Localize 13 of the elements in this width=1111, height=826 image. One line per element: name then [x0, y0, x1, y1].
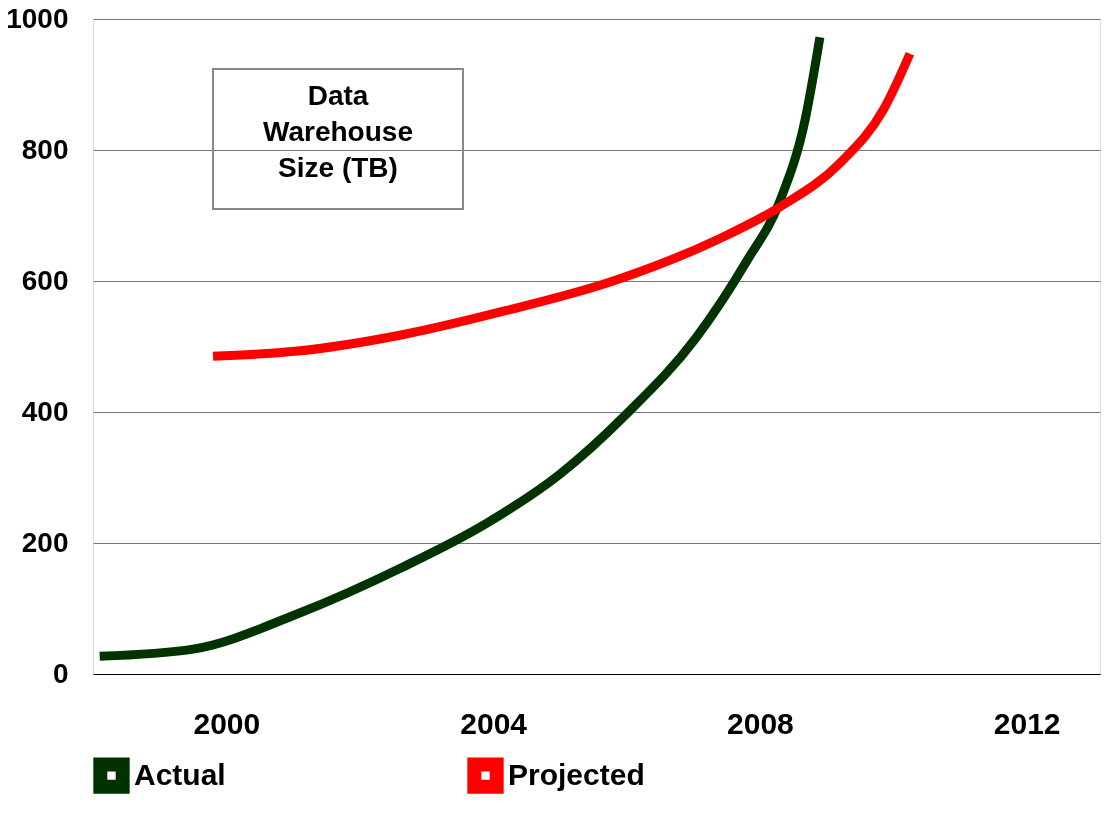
y-tick-label: 400	[21, 395, 69, 427]
legend-label: Actual	[134, 757, 226, 791]
y-tick-label: 200	[21, 526, 69, 558]
x-tick-label: 2000	[193, 706, 261, 740]
y-tick-label: 1000	[6, 2, 69, 34]
x-tick-label: 2012	[993, 706, 1061, 740]
y-tick-label: 0	[52, 657, 69, 689]
x-tick-label: 2008	[727, 706, 794, 740]
annotation: Data Warehouse Size (TB)	[263, 80, 413, 183]
y-tick-label: 600	[21, 264, 69, 296]
legend-label: Projected	[508, 757, 645, 791]
y-tick-label: 800	[21, 133, 69, 165]
x-tick-label: 2004	[460, 706, 528, 740]
